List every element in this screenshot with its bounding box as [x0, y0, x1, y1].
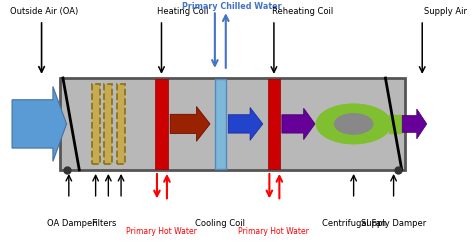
Bar: [268, 79, 280, 169]
Text: Heating Coil: Heating Coil: [157, 7, 209, 16]
Text: OA Damper: OA Damper: [47, 219, 95, 228]
Text: Primary Hot Water: Primary Hot Water: [126, 227, 197, 236]
Text: Cooling Coil: Cooling Coil: [195, 219, 246, 228]
Polygon shape: [282, 108, 315, 140]
Polygon shape: [12, 87, 66, 161]
Text: Centrifugal Fan: Centrifugal Fan: [321, 219, 386, 228]
Bar: [389, 115, 401, 133]
Text: Outside Air (OA): Outside Air (OA): [10, 7, 78, 16]
Polygon shape: [170, 106, 210, 141]
Circle shape: [335, 114, 373, 134]
Text: Reheating Coil: Reheating Coil: [272, 7, 333, 16]
Bar: [117, 84, 125, 164]
Bar: [91, 84, 100, 164]
Bar: [104, 84, 112, 164]
Text: Filters: Filters: [91, 219, 117, 228]
Bar: [60, 78, 405, 170]
Circle shape: [316, 104, 391, 144]
Polygon shape: [402, 109, 427, 139]
Bar: [155, 79, 168, 169]
Text: Primary Chilled Water: Primary Chilled Water: [182, 2, 282, 11]
Text: Primary Hot Water: Primary Hot Water: [238, 227, 310, 236]
Polygon shape: [228, 107, 263, 140]
Text: Supply Air: Supply Air: [425, 7, 467, 16]
Bar: [215, 79, 226, 169]
Text: Supply Damper: Supply Damper: [361, 219, 426, 228]
